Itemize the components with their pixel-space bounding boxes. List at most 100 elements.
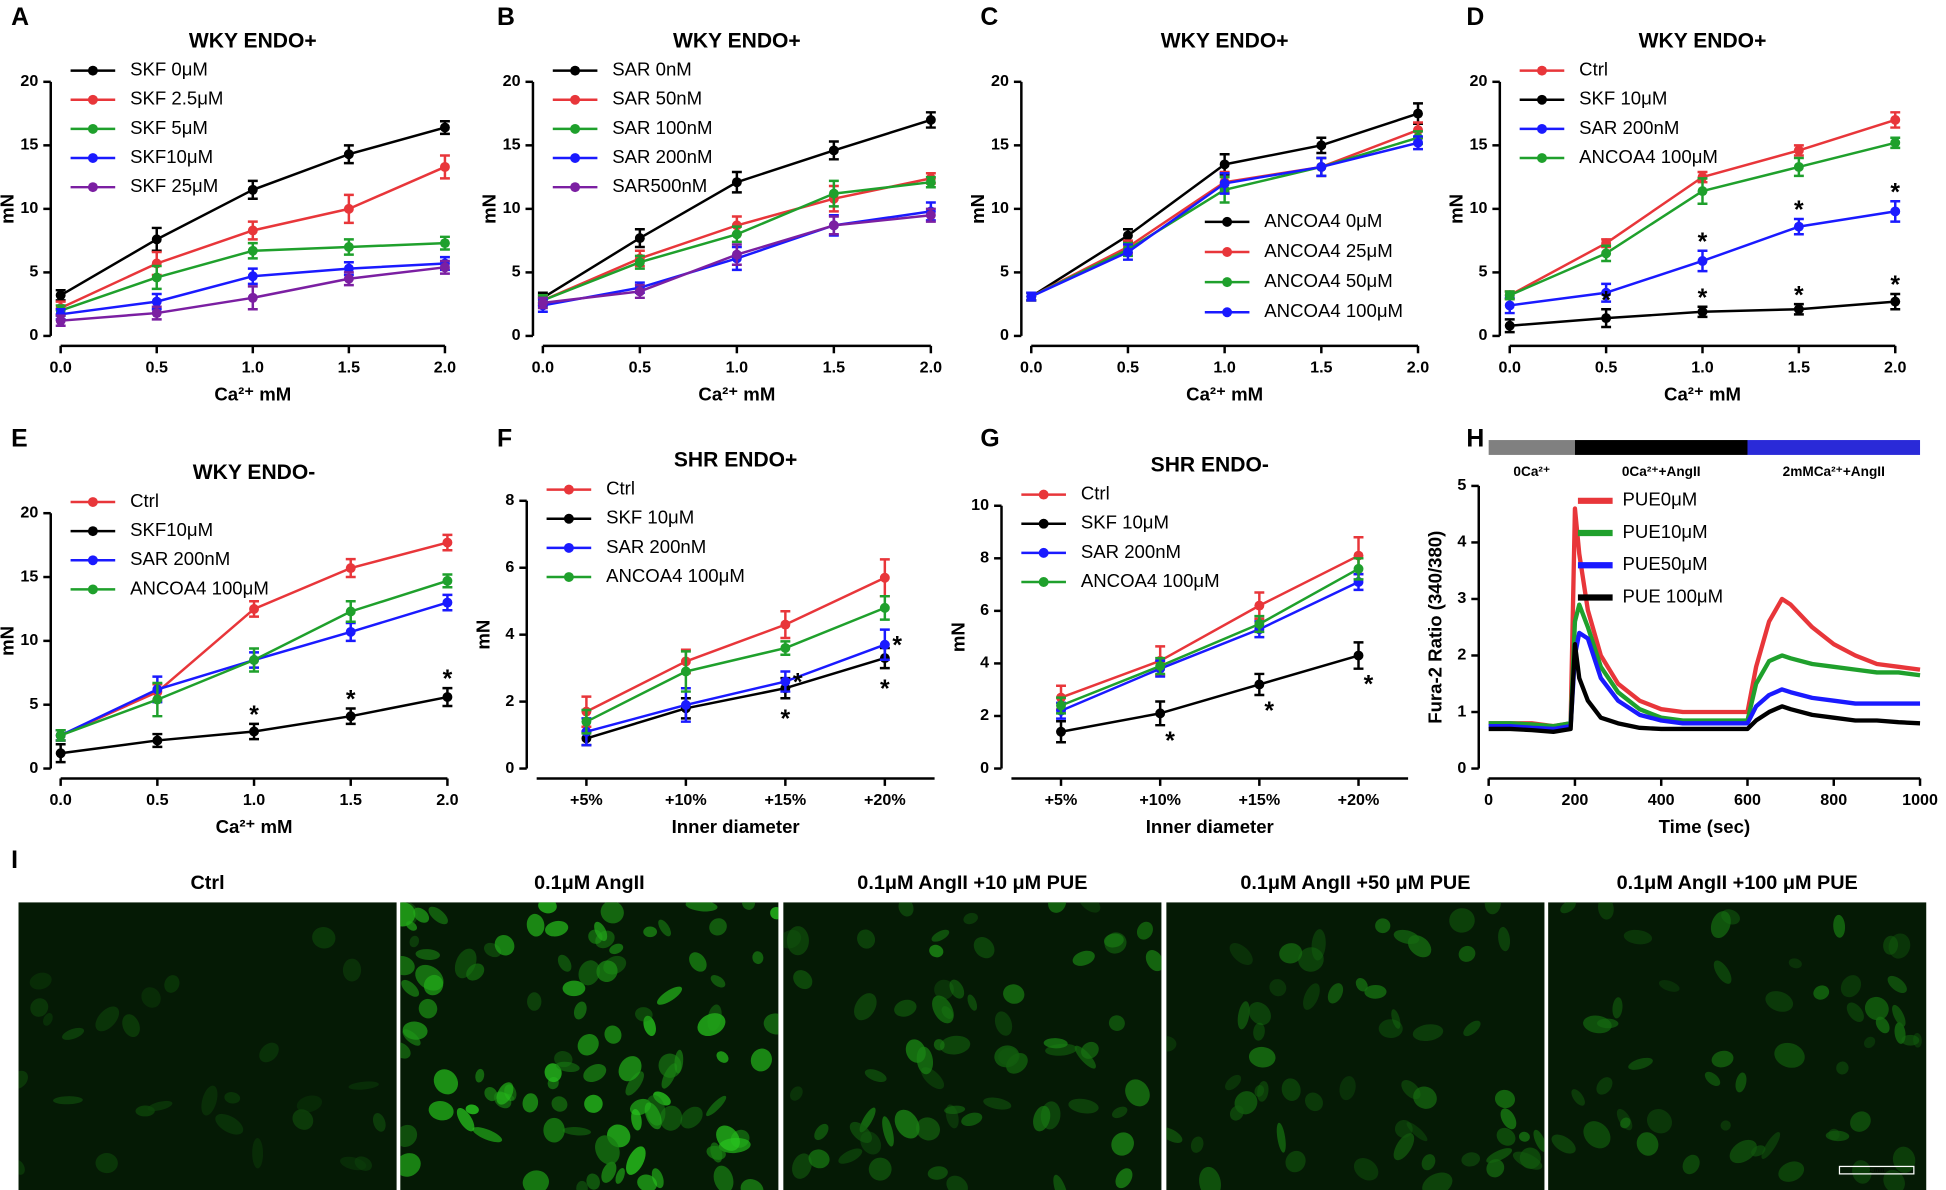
x-tick-label: +15% <box>765 791 807 809</box>
y-tick-label: 15 <box>1470 136 1488 154</box>
legend-label: SAR 200nM <box>1579 117 1679 138</box>
series-line <box>1060 580 1360 712</box>
cell <box>1498 926 1511 952</box>
cell <box>643 1015 656 1036</box>
cell <box>1229 943 1253 965</box>
legend-label: SAR 200nM <box>606 536 706 557</box>
data-point <box>151 272 162 283</box>
panel-letter: F <box>497 426 512 453</box>
cell <box>201 1085 218 1116</box>
cell <box>1628 1057 1653 1070</box>
chart-title: WKY ENDO+ <box>673 30 801 53</box>
legend-label: SKF 10μM <box>606 507 694 528</box>
micrograph <box>18 902 397 1190</box>
data-point <box>343 149 354 160</box>
cell <box>1458 945 1476 962</box>
cell <box>625 1071 644 1096</box>
data-point <box>151 296 162 307</box>
y-tick-label: 4 <box>1457 533 1466 551</box>
cell <box>1421 1154 1436 1171</box>
data-point <box>439 122 450 133</box>
cell <box>1863 1036 1876 1049</box>
cell <box>946 1175 968 1190</box>
cell <box>1422 1172 1453 1190</box>
cell <box>1248 1002 1271 1025</box>
significance-mark: * <box>1698 229 1708 256</box>
x-tick-label: 1.5 <box>340 791 362 809</box>
cell <box>792 1153 812 1179</box>
cell <box>164 975 180 993</box>
cell <box>1253 1022 1265 1041</box>
data-point <box>151 234 162 245</box>
cell <box>838 1148 863 1164</box>
cell <box>706 1145 726 1160</box>
series-line <box>586 643 886 733</box>
legend-label: SKF 25μM <box>130 175 218 196</box>
cell <box>1111 1132 1134 1156</box>
cell <box>1068 1098 1099 1114</box>
phase-bar <box>1574 440 1748 455</box>
legend-label: SKF 10μM <box>1081 512 1169 533</box>
cell <box>466 963 485 981</box>
data-point <box>247 184 258 195</box>
cell <box>1774 1042 1805 1068</box>
data-point <box>439 262 450 273</box>
data-point <box>634 257 645 268</box>
y-tick-label: 0 <box>1478 326 1487 344</box>
x-tick-label: 0.0 <box>1020 358 1042 376</box>
data-point <box>828 145 839 156</box>
y-tick-label: 20 <box>1470 72 1488 90</box>
chart-title: WKY ENDO+ <box>1639 30 1767 53</box>
cell <box>526 913 545 937</box>
significance-mark: * <box>249 702 259 729</box>
data-point <box>442 597 453 608</box>
legend-label: ANCOA4 100μM <box>130 577 269 598</box>
data-point <box>828 220 839 231</box>
cell <box>1850 1111 1871 1132</box>
cell <box>1496 1127 1516 1146</box>
cell <box>929 944 944 958</box>
x-tick-label: +20% <box>1338 791 1380 809</box>
cell <box>1281 1078 1301 1101</box>
y-tick-label: 1 <box>1457 702 1466 720</box>
cell <box>1533 1129 1545 1152</box>
cell <box>680 1106 703 1129</box>
legend-label: Ctrl <box>130 490 159 511</box>
cell <box>573 1001 587 1020</box>
data-point <box>780 619 791 630</box>
x-tick-label: 2.0 <box>1407 358 1429 376</box>
cell <box>30 998 49 1017</box>
legend-marker <box>87 497 98 507</box>
legend-marker <box>1537 123 1547 134</box>
cell <box>1888 933 1911 959</box>
x-tick-label: 1.5 <box>823 358 845 376</box>
panel-letter: B <box>497 4 515 31</box>
cell <box>1778 1161 1805 1182</box>
y-tick-label: 10 <box>503 199 521 217</box>
scale-bar <box>1838 1165 1915 1175</box>
cell <box>504 1084 517 1102</box>
cell <box>1339 1076 1356 1101</box>
micrograph-bg <box>1548 902 1927 1190</box>
x-tick-label: 0 <box>1484 791 1493 809</box>
cell <box>1298 947 1324 972</box>
cell <box>854 993 877 1021</box>
y-tick-label: 4 <box>980 654 989 672</box>
cell <box>1788 958 1802 969</box>
cell <box>584 1094 603 1113</box>
cell <box>706 1095 727 1117</box>
cells <box>18 926 386 1175</box>
data-point <box>1056 726 1066 737</box>
legend-label: Ctrl <box>606 478 635 499</box>
cell <box>259 1042 279 1063</box>
legend-marker <box>1222 216 1233 227</box>
cell <box>1393 1133 1415 1161</box>
data-point <box>1413 137 1423 148</box>
cell <box>934 979 954 1000</box>
y-tick-label: 5 <box>29 263 38 281</box>
y-axis-label: mN <box>947 622 968 652</box>
data-point <box>1793 145 1804 156</box>
cell <box>713 1165 734 1190</box>
x-tick-label: 400 <box>1648 791 1675 809</box>
legend-label: SKF 0μM <box>130 59 208 80</box>
